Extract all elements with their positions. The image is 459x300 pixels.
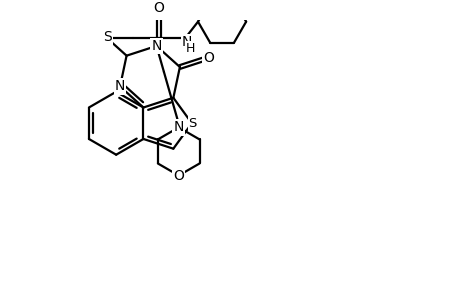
Text: S: S <box>188 117 196 130</box>
Text: H: H <box>185 42 195 55</box>
Text: N: N <box>115 80 125 94</box>
Text: N: N <box>181 35 192 49</box>
Text: S: S <box>103 30 112 44</box>
Text: N: N <box>173 120 184 134</box>
Text: N: N <box>151 39 162 53</box>
Text: O: O <box>173 169 184 182</box>
Text: O: O <box>153 1 164 15</box>
Text: O: O <box>203 51 214 64</box>
